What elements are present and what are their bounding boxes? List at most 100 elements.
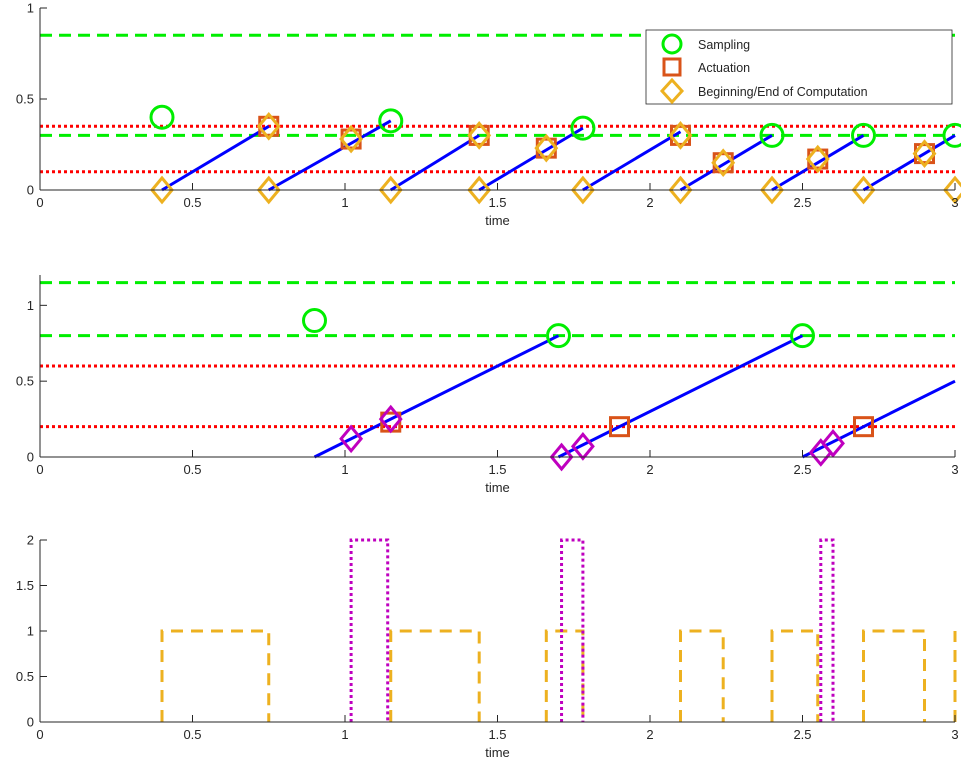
computation-pulse <box>679 629 725 722</box>
x-tick-label: 2 <box>646 727 653 742</box>
computation-pulse <box>770 629 820 722</box>
computation-marker <box>256 175 281 205</box>
legend-marker-diamond <box>659 77 685 105</box>
sampling-marker <box>302 308 327 333</box>
computation-marker <box>256 111 281 141</box>
x-tick-label: 1.5 <box>488 195 506 210</box>
ramp-line <box>478 126 584 192</box>
sampling-marker <box>942 122 961 148</box>
legend-item-sampling: Sampling <box>661 33 750 55</box>
chart-panel-middle: 0 0.5 1 1.5 2 2.5 3 0 0.5 1 time <box>16 275 959 495</box>
ramp-line <box>801 379 956 459</box>
x-tick-label: 2 <box>646 462 653 477</box>
x-tick-label: 2 <box>646 195 653 210</box>
x-tick-label: 1.5 <box>488 727 506 742</box>
legend-item-actuation: Actuation <box>662 57 750 77</box>
magenta-diamond-marker <box>378 404 403 434</box>
computation-marker <box>378 175 403 205</box>
ramp-line <box>862 134 956 192</box>
chart-panel-bottom: 0 0.5 1 1.5 2 2.5 3 0 0.5 1 1.5 2 time <box>16 533 959 761</box>
x-tick-label: 0.5 <box>183 195 201 210</box>
x-tick-label: 0 <box>36 462 43 477</box>
legend-label-actuation: Actuation <box>698 61 750 75</box>
y-tick-label: 1.5 <box>16 578 34 593</box>
x-tick-label: 3 <box>951 727 958 742</box>
computation-pulse <box>544 629 585 722</box>
computation-marker <box>912 139 937 168</box>
computation-marker <box>467 121 492 150</box>
x-tick-label: 0 <box>36 727 43 742</box>
sampling-marker <box>378 108 404 134</box>
sampling-marker <box>759 122 785 148</box>
x-axis-label: time <box>485 745 510 760</box>
computation-marker <box>760 175 784 205</box>
y-tick-label: 0.5 <box>16 669 34 684</box>
computation-marker <box>805 144 830 174</box>
x-tick-label: 2.5 <box>793 462 811 477</box>
interference-pulse <box>560 538 585 722</box>
x-tick-label: 0.5 <box>183 462 201 477</box>
computation-marker <box>943 175 961 205</box>
ramp-line <box>161 125 270 192</box>
legend-label-computation: Beginning/End of Computation <box>698 85 868 99</box>
computation-pulse <box>389 629 481 722</box>
computation-marker <box>534 133 559 163</box>
x-tick-label: 1.5 <box>488 462 506 477</box>
x-axis-label: time <box>485 213 510 228</box>
computation-marker <box>668 175 693 205</box>
ramp-line <box>679 134 773 192</box>
magenta-diamond-marker <box>570 432 595 461</box>
y-tick-label: 1 <box>27 298 34 313</box>
sampling-marker <box>570 115 596 141</box>
ramp-line <box>771 134 865 192</box>
computation-marker <box>711 148 736 178</box>
magenta-diamond-marker <box>821 429 845 458</box>
sampling-marker <box>790 323 815 349</box>
y-tick-label: 0 <box>27 715 34 730</box>
y-tick-label: 1 <box>27 1 34 16</box>
legend-marker-square <box>662 57 682 77</box>
x-axis-label: time <box>485 480 510 495</box>
sampling-marker <box>546 323 571 349</box>
legend-label-sampling: Sampling <box>698 38 750 52</box>
y-tick-label: 0 <box>27 450 34 465</box>
computation-pulse <box>862 629 926 722</box>
computation-marker <box>570 175 595 205</box>
legend-item-computation: Beginning/End of Computation <box>659 77 868 105</box>
x-tick-label: 2.5 <box>793 195 811 210</box>
sampling-marker <box>851 122 876 148</box>
actuation-marker <box>609 416 630 438</box>
sampling-marker <box>149 104 175 130</box>
chart-panel-top: 0 0.5 1 1.5 2 2.5 3 0 0.5 1 time <box>16 1 961 228</box>
y-tick-label: 0 <box>27 183 34 198</box>
computation-marker <box>467 175 492 205</box>
magenta-diamond-marker <box>339 424 364 454</box>
x-tick-label: 2.5 <box>793 727 811 742</box>
ramp-line <box>268 119 392 192</box>
x-tick-label: 1 <box>341 462 348 477</box>
y-tick-label: 0.5 <box>16 92 34 107</box>
x-tick-label: 0.5 <box>183 727 201 742</box>
x-tick-label: 1 <box>341 195 348 210</box>
ramp-line <box>313 334 560 459</box>
x-tick-label: 0 <box>36 195 43 210</box>
ramp-line <box>557 334 804 459</box>
actuation-marker <box>853 416 874 438</box>
y-tick-label: 2 <box>27 533 34 548</box>
ramp-line <box>582 130 682 192</box>
computation-marker <box>339 124 364 154</box>
y-tick-label: 0.5 <box>16 374 34 389</box>
x-tick-label: 3 <box>951 195 958 210</box>
interference-pulse <box>819 538 835 722</box>
x-tick-label: 1 <box>341 727 348 742</box>
magenta-diamond-marker <box>549 442 574 472</box>
legend-box <box>645 29 953 105</box>
ramp-line <box>389 134 480 192</box>
computation-pulse <box>160 629 271 722</box>
computation-marker <box>851 175 876 205</box>
computation-marker <box>150 175 174 205</box>
x-tick-label: 3 <box>951 462 958 477</box>
y-tick-label: 1 <box>27 624 34 639</box>
interference-pulse <box>349 538 390 722</box>
